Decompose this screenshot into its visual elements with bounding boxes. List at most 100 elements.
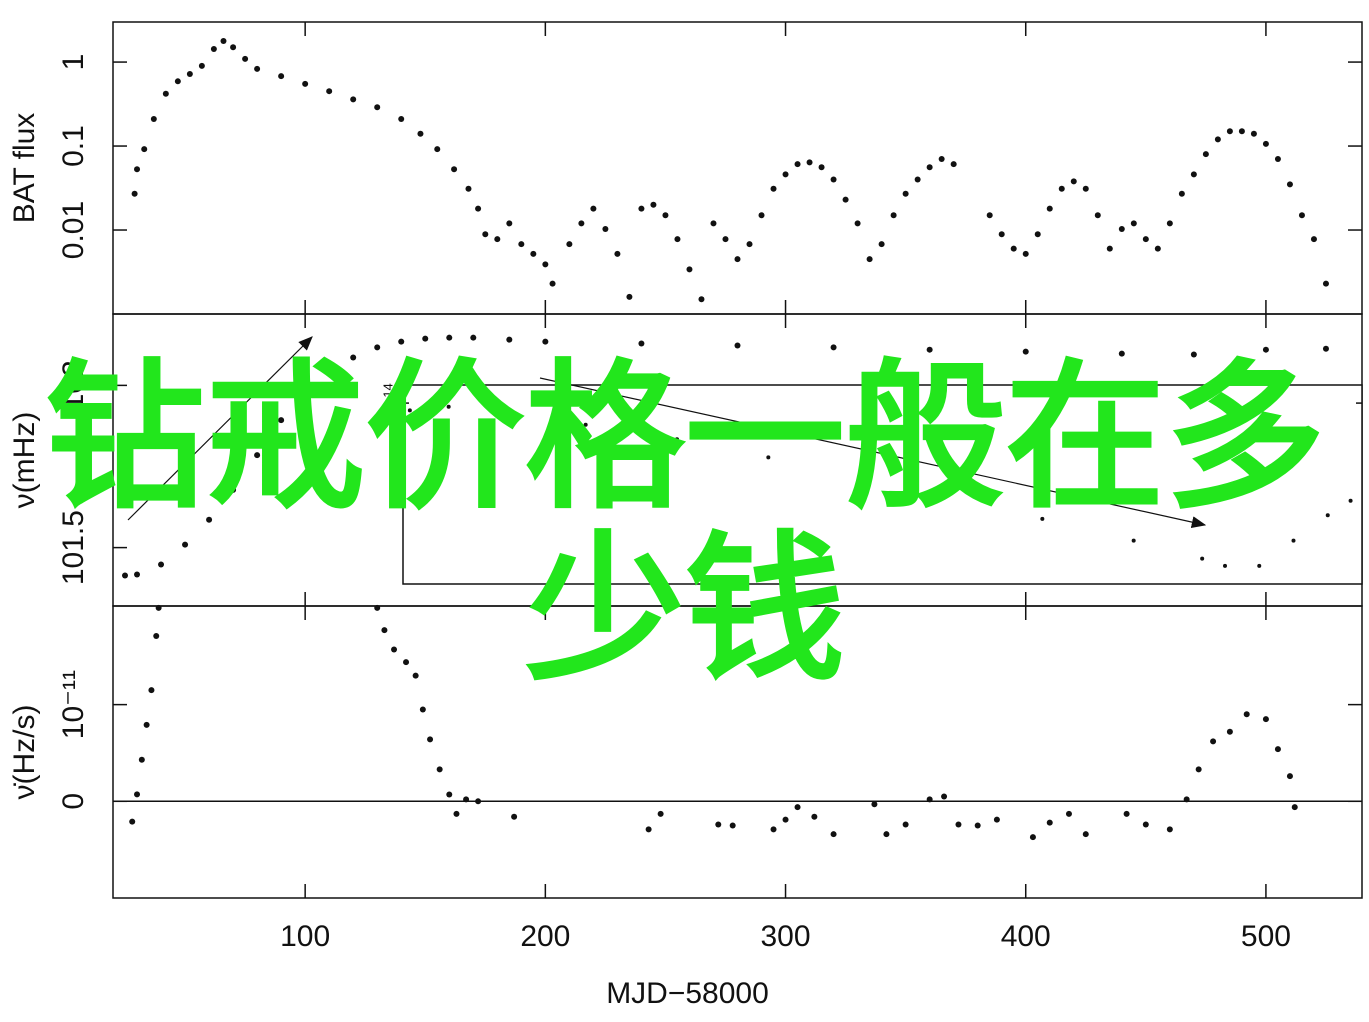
- data-point: [1034, 231, 1041, 238]
- data-point: [549, 280, 556, 287]
- data-point: [626, 293, 633, 300]
- data-point: [451, 166, 458, 173]
- y-tick-label: 101.5: [57, 510, 90, 585]
- data-point: [182, 541, 189, 548]
- data-point: [278, 417, 285, 424]
- data-point: [134, 166, 141, 173]
- data-point: [590, 205, 597, 212]
- data-point: [542, 261, 549, 268]
- data-point: [278, 73, 285, 80]
- data-point: [794, 161, 801, 168]
- data-point: [1094, 212, 1101, 219]
- data-point: [1223, 563, 1227, 568]
- data-point: [381, 627, 388, 634]
- data-point: [148, 687, 155, 694]
- data-point: [1262, 716, 1269, 723]
- data-point: [1123, 810, 1130, 817]
- data-point: [878, 241, 885, 248]
- data-point: [153, 632, 160, 639]
- data-point: [475, 205, 482, 212]
- data-point: [230, 44, 237, 51]
- y-tick-label: 10⁻¹¹: [57, 670, 90, 739]
- data-point: [494, 236, 501, 243]
- data-point: [155, 604, 162, 611]
- data-point: [871, 801, 878, 808]
- data-point: [854, 220, 861, 227]
- data-point: [220, 38, 227, 45]
- y-tick-label: 102: [57, 360, 90, 410]
- data-point: [210, 46, 217, 53]
- data-point: [1183, 796, 1190, 803]
- data-point: [134, 791, 141, 798]
- data-point: [506, 336, 513, 343]
- data-point: [350, 96, 357, 103]
- data-point: [614, 250, 621, 257]
- data-point: [398, 115, 405, 122]
- y-axis-label: BAT flux: [8, 113, 41, 224]
- y-tick-label: 1: [57, 54, 90, 71]
- data-point: [782, 816, 789, 823]
- data-point: [1200, 556, 1205, 561]
- data-point: [662, 212, 669, 219]
- data-point: [186, 71, 193, 78]
- data-point: [1325, 513, 1330, 518]
- data-point: [710, 220, 717, 227]
- data-point: [698, 296, 705, 303]
- data-point: [1022, 348, 1029, 355]
- data-point: [926, 346, 933, 353]
- data-point: [645, 826, 652, 833]
- inset-frame: [402, 384, 1363, 585]
- data-point: [770, 185, 777, 192]
- data-point: [1322, 280, 1329, 287]
- data-point: [398, 338, 405, 345]
- data-point: [950, 161, 957, 168]
- data-point: [1238, 128, 1245, 135]
- data-point: [403, 659, 410, 666]
- data-point: [129, 818, 136, 825]
- data-point: [1082, 185, 1089, 192]
- data-point: [1274, 156, 1281, 163]
- data-point: [1166, 826, 1173, 833]
- x-tick-label: 500: [1241, 920, 1291, 953]
- data-point: [1022, 250, 1029, 257]
- data-point: [811, 813, 818, 820]
- data-point: [1257, 563, 1262, 568]
- data-point: [374, 104, 381, 111]
- y-axis-label: ν(mHz): [8, 412, 41, 509]
- data-point: [518, 241, 525, 248]
- data-point: [434, 146, 441, 153]
- data-point: [1322, 345, 1329, 352]
- data-point: [374, 604, 381, 611]
- data-point: [941, 793, 948, 800]
- data-point: [1250, 130, 1257, 137]
- data-point: [446, 334, 453, 341]
- data-point: [465, 185, 472, 192]
- data-point: [715, 821, 722, 828]
- data-point: [1286, 773, 1293, 780]
- data-point: [890, 212, 897, 219]
- data-point: [674, 236, 681, 243]
- data-point: [1298, 212, 1305, 219]
- data-point: [830, 176, 837, 183]
- data-point: [766, 455, 771, 460]
- data-point: [657, 810, 664, 817]
- data-point: [583, 422, 588, 427]
- data-point: [998, 231, 1005, 238]
- data-point: [974, 822, 981, 829]
- data-point: [122, 572, 129, 579]
- data-point: [602, 225, 609, 232]
- data-point: [842, 196, 849, 203]
- data-point: [949, 491, 953, 496]
- data-point: [470, 334, 477, 341]
- data-point: [1118, 350, 1125, 357]
- data-point: [1243, 711, 1250, 718]
- data-point: [1130, 220, 1137, 227]
- data-point: [302, 80, 309, 87]
- data-point: [162, 90, 169, 97]
- data-point: [1154, 245, 1161, 252]
- data-point: [1291, 804, 1298, 811]
- data-point: [686, 266, 693, 273]
- data-point: [475, 798, 482, 805]
- y-tick-label: 0.1: [57, 125, 90, 167]
